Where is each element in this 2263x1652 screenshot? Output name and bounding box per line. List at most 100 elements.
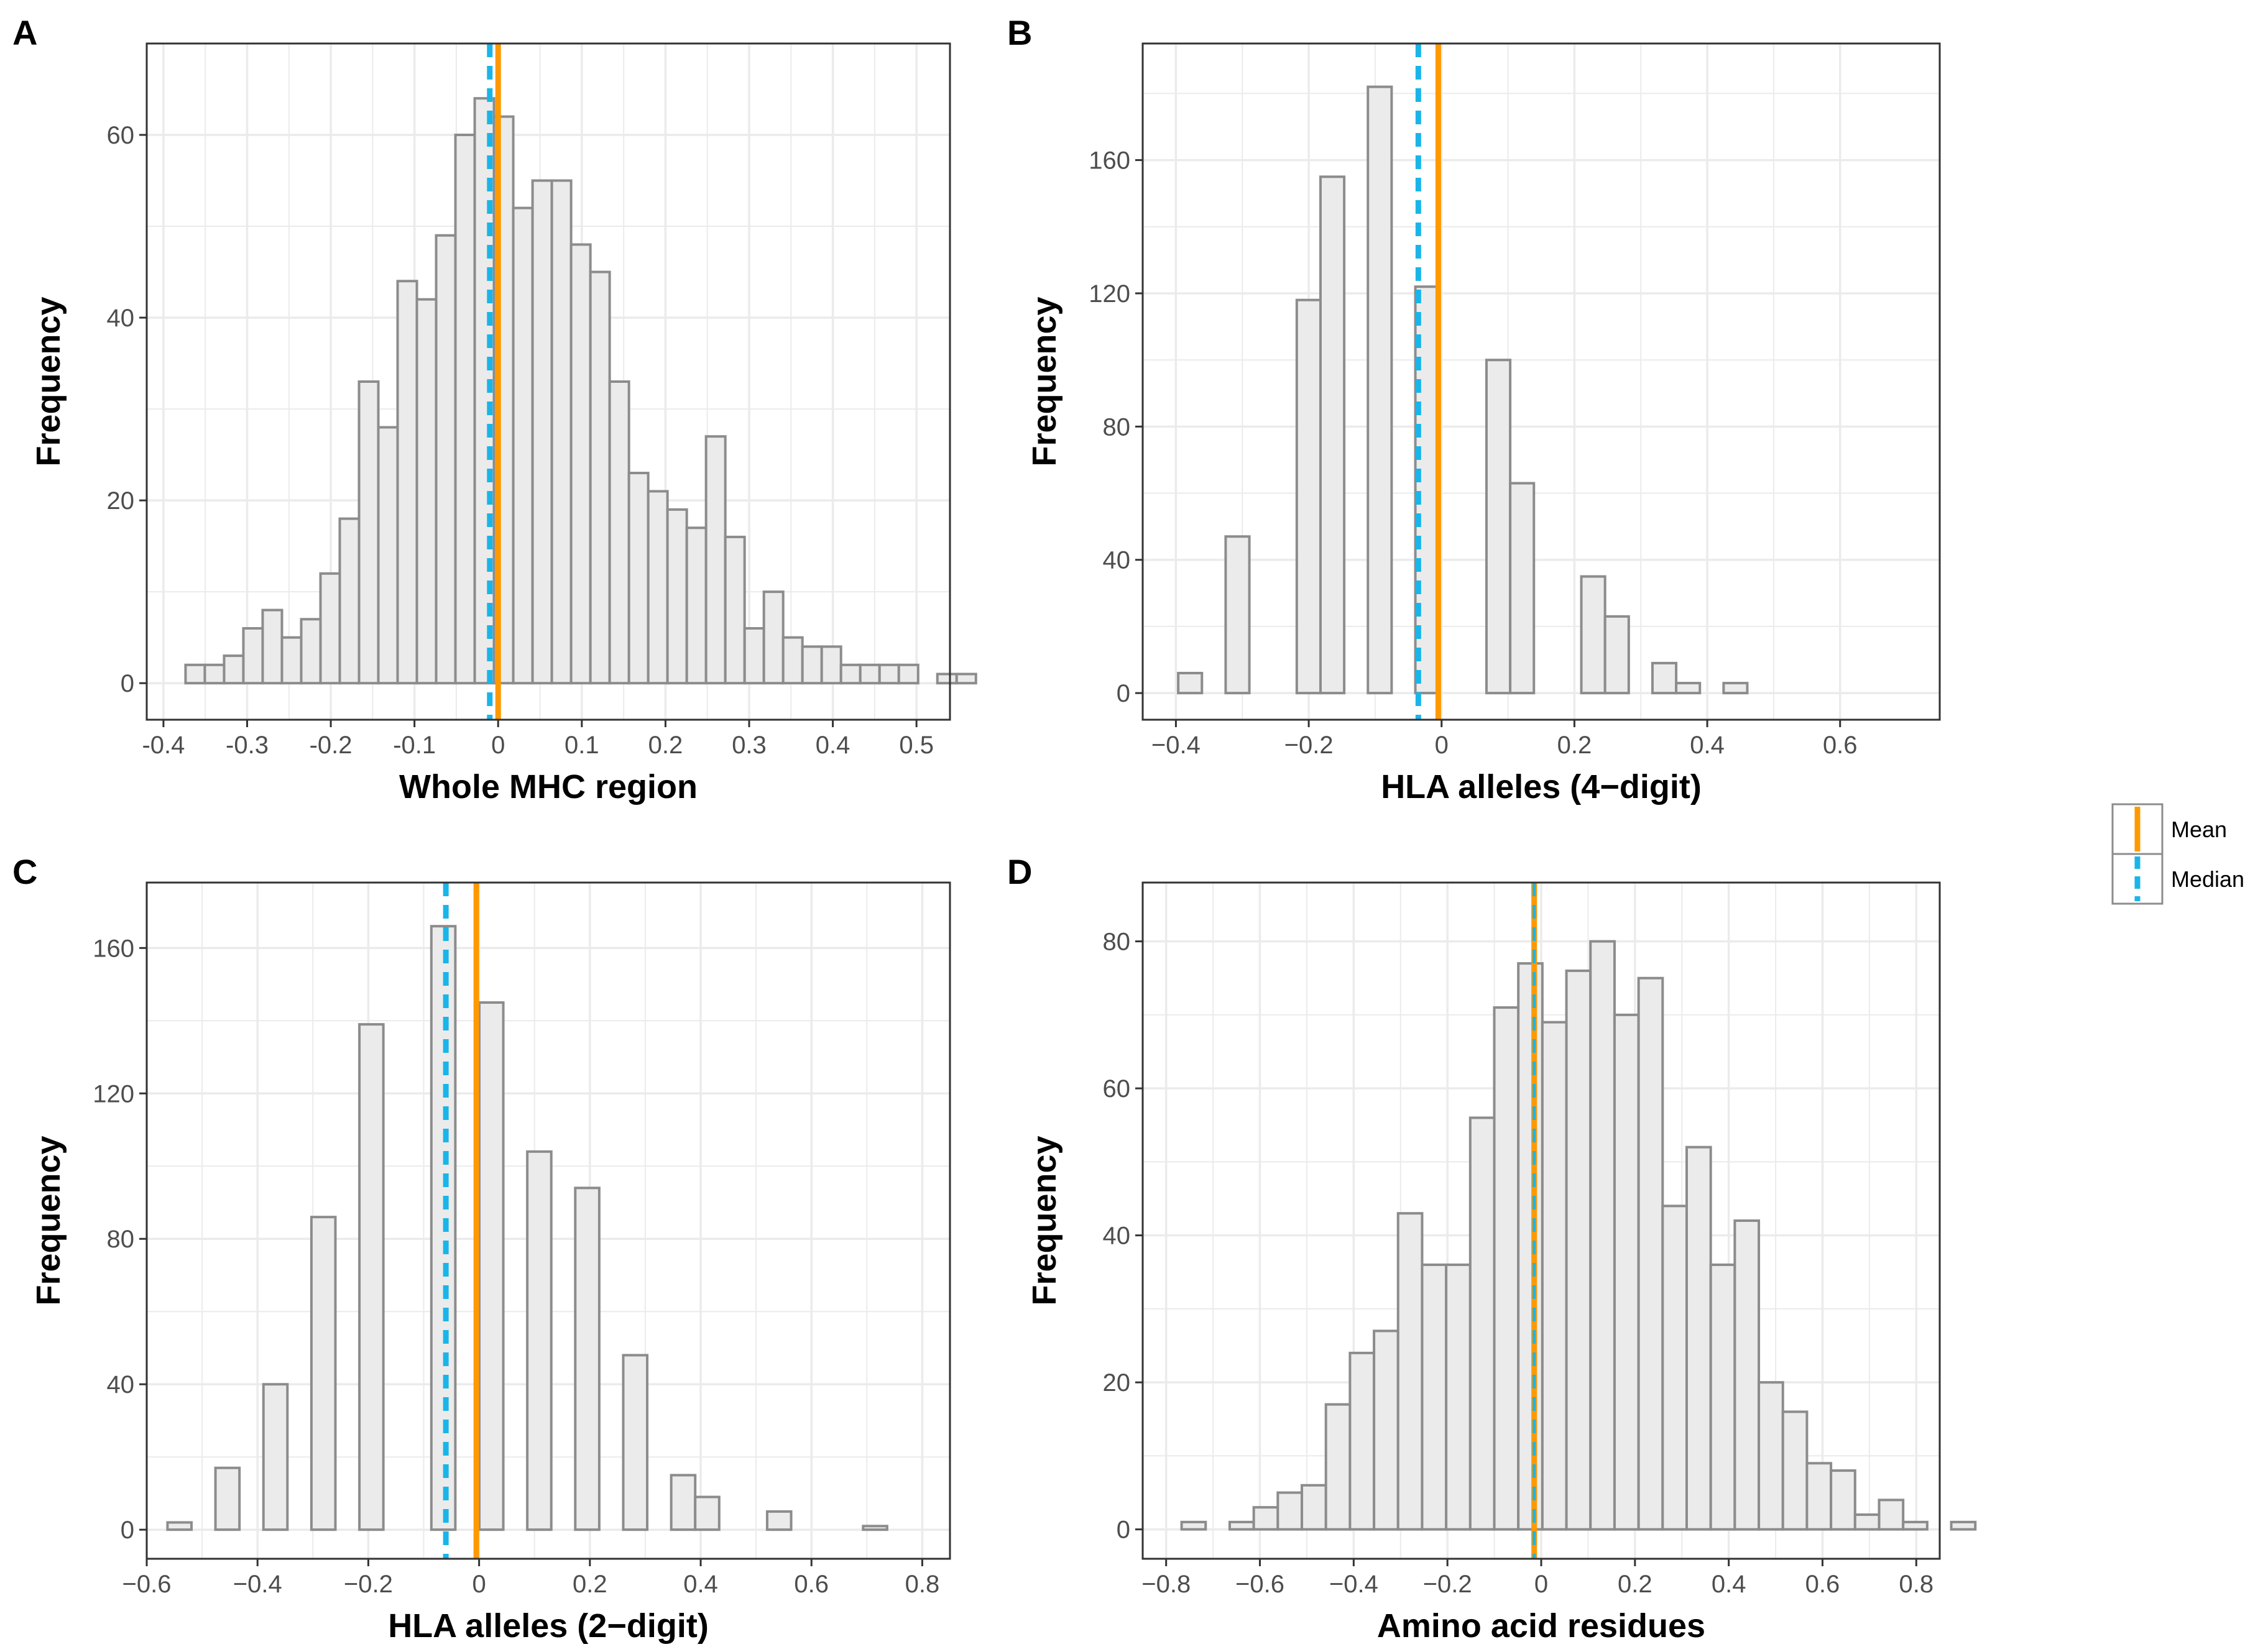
histogram-bar xyxy=(1509,482,1536,695)
y-tick-label: 40 xyxy=(107,305,135,332)
y-tick-label: 160 xyxy=(93,935,134,962)
histogram-bar xyxy=(1493,1006,1520,1531)
histogram-bar xyxy=(1603,615,1630,695)
x-tick-label: 0.6 xyxy=(1823,732,1858,759)
histogram-bar xyxy=(1252,1506,1279,1531)
histogram-bar xyxy=(1396,1212,1424,1531)
panel-border xyxy=(145,42,951,721)
histogram-bar xyxy=(762,590,785,685)
y-tick-label: 0 xyxy=(121,1517,134,1544)
x-tick-label: 0.2 xyxy=(1557,732,1592,759)
histogram-bar xyxy=(1301,1484,1327,1531)
histogram-bar xyxy=(454,134,476,685)
histogram-bar xyxy=(781,636,804,685)
x-tick-label: 0 xyxy=(491,732,505,759)
histogram-bar xyxy=(1902,1520,1929,1531)
x-tick-label: 0.2 xyxy=(648,732,683,759)
histogram-bar xyxy=(1685,1145,1712,1531)
x-tick-label: -0.2 xyxy=(310,732,353,759)
panel-background xyxy=(1143,44,1940,720)
histogram-bar xyxy=(1950,1520,1977,1531)
histogram-bar xyxy=(415,298,438,685)
histogram-bar xyxy=(1830,1469,1856,1531)
histogram-bar xyxy=(724,535,746,685)
histogram-bar xyxy=(1324,1403,1352,1531)
x-tick-label: 0.4 xyxy=(683,1571,718,1598)
x-tick-label: −0.4 xyxy=(1151,732,1201,759)
x-tick-label: 0.3 xyxy=(732,732,767,759)
y-tick-label: 160 xyxy=(1089,147,1130,175)
histogram-bar xyxy=(1485,359,1512,695)
histogram-bar xyxy=(310,1216,337,1531)
histogram-bar xyxy=(666,508,688,685)
y-tick-label: 40 xyxy=(107,1371,135,1398)
histogram-bar xyxy=(1421,1263,1448,1531)
histogram-bar xyxy=(1661,1205,1689,1531)
y-tick-label: 60 xyxy=(1103,1075,1131,1103)
y-tick-label: 20 xyxy=(1103,1369,1131,1397)
histogram-bar xyxy=(396,280,418,685)
histogram-bar xyxy=(1468,1116,1496,1531)
x-axis-title: Amino acid residues xyxy=(1377,1607,1705,1645)
histogram-bar xyxy=(1180,1520,1207,1531)
y-tick-label: 80 xyxy=(107,1226,135,1253)
y-tick-label: 0 xyxy=(121,670,134,697)
x-tick-label: −0.6 xyxy=(122,1571,172,1598)
histogram-bar xyxy=(569,243,592,685)
x-tick-label: 0.8 xyxy=(905,1571,940,1598)
histogram-bar xyxy=(820,645,842,685)
histogram-bar xyxy=(214,1466,241,1531)
histogram-bar xyxy=(839,663,862,685)
x-tick-label: −0.2 xyxy=(1284,732,1334,759)
y-tick-label: 120 xyxy=(1089,280,1130,308)
legend-label-median: Median xyxy=(2171,866,2244,892)
panel-c: −0.6 −0.4 −0.2 0 0.2 0.4 0.6 0.8 0 40 80 120 160 HLA … xyxy=(12,852,951,1645)
histogram-bar xyxy=(1541,1021,1568,1531)
histogram-bar xyxy=(357,380,380,685)
histogram-bar xyxy=(1781,1410,1809,1531)
histogram-bar xyxy=(1295,298,1322,695)
x-tick-label: −0.6 xyxy=(1235,1571,1284,1598)
panel-letter: A xyxy=(12,13,37,52)
histogram-bar xyxy=(1675,682,1702,695)
histogram-bar xyxy=(1613,1013,1640,1531)
x-axis-title: HLA alleles (2−digit) xyxy=(388,1607,709,1645)
histogram-bar xyxy=(704,435,727,685)
histogram-bar xyxy=(1565,969,1592,1531)
x-tick-label: 0.6 xyxy=(794,1571,829,1598)
x-axis-title: HLA alleles (4−digit) xyxy=(1381,768,1702,805)
x-tick-label: 0 xyxy=(1534,1571,1548,1598)
histogram-bar xyxy=(184,663,206,685)
histogram-bar xyxy=(1722,682,1749,695)
histogram-bar xyxy=(743,626,765,685)
histogram-bar xyxy=(1319,175,1346,695)
histogram-bar xyxy=(765,1510,793,1531)
histogram-bar xyxy=(955,672,977,685)
x-tick-label: −0.4 xyxy=(233,1571,282,1598)
histogram-bar xyxy=(1367,85,1393,695)
panel-border xyxy=(1141,42,1941,721)
x-tick-label: 0 xyxy=(472,1571,486,1598)
y-axis-title: Frequency xyxy=(30,296,67,466)
panel-b: −0.4 −0.2 0 0.2 0.4 0.6 0 40 80 120 160 HLA alleles… xyxy=(1007,13,1941,805)
y-tick-label: 120 xyxy=(93,1080,134,1108)
panel-letter: D xyxy=(1007,852,1032,891)
x-axis-title: Whole MHC region xyxy=(399,768,698,805)
x-tick-label: −0.2 xyxy=(1423,1571,1472,1598)
y-tick-label: 60 xyxy=(107,122,135,149)
histogram-bar xyxy=(1373,1329,1399,1531)
histogram-bar xyxy=(550,179,573,685)
histogram-bar xyxy=(377,426,399,685)
histogram-bar xyxy=(1637,976,1664,1531)
x-tick-label: 0.2 xyxy=(1618,1571,1652,1598)
histogram-bar xyxy=(1517,962,1544,1531)
histogram-bar xyxy=(622,1354,649,1531)
x-tick-label: 0.4 xyxy=(816,732,850,759)
histogram-bars xyxy=(184,97,977,685)
histogram-bar xyxy=(878,663,900,685)
histogram-bar xyxy=(694,1495,721,1531)
histogram-bar xyxy=(859,663,881,685)
histogram-bar xyxy=(512,206,534,685)
y-tick-label: 80 xyxy=(1103,929,1131,956)
